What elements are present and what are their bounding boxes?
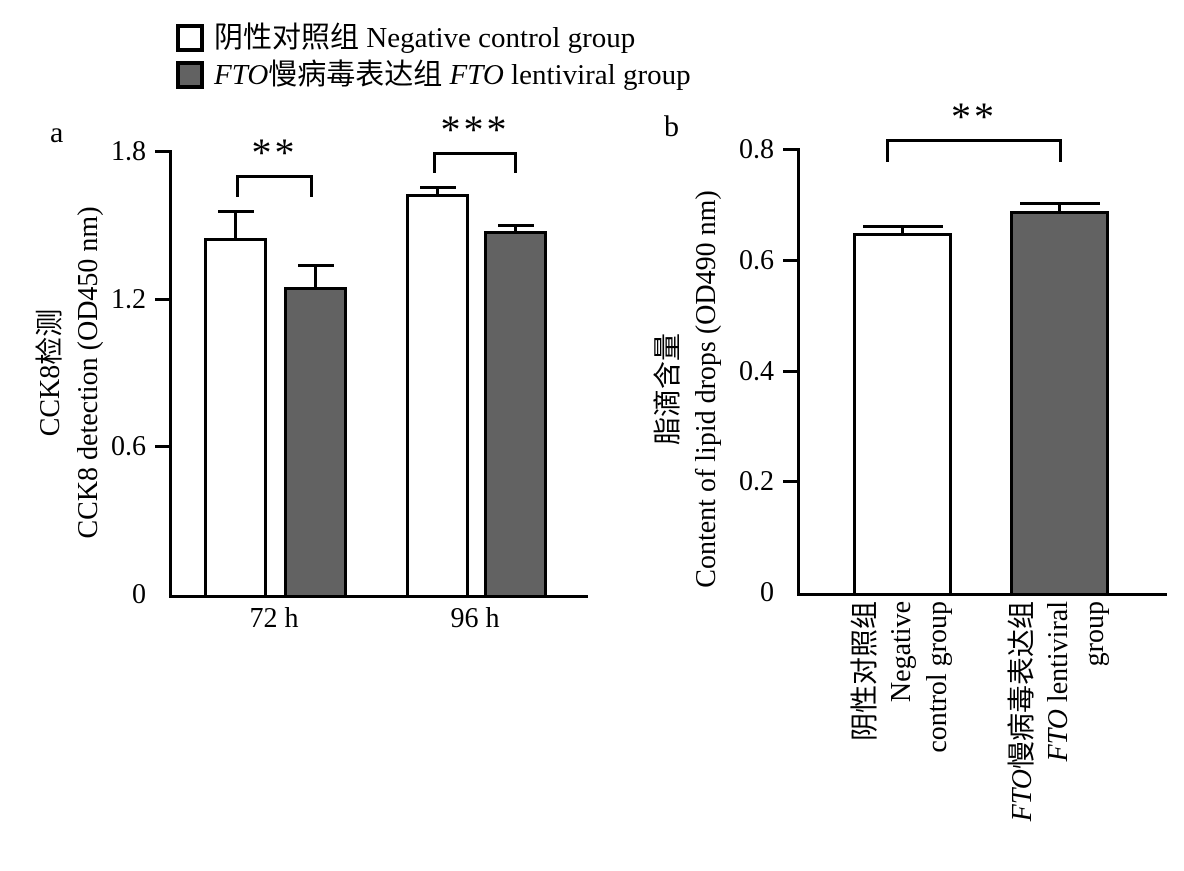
y-tick [155,298,169,301]
x-category-label-line: FTO lentiviral [1041,601,1077,869]
y-axis-label-line: CCK8 detection (OD450 nm) [73,206,104,539]
bar [853,233,952,596]
panel-a-y-axis-label: CCK8检测 CCK8 detection (OD450 nm) [32,115,108,630]
label-part: 阴性对照组 [850,601,881,742]
y-tick-label: 0.4 [739,356,774,387]
negative-control-swatch [176,24,204,52]
error-bar-cap [1019,202,1100,205]
italic-label-part: FTO [214,59,269,91]
y-tick [783,259,797,262]
label-part: 慢病毒表达组 [268,59,450,91]
y-axis-label-line: 脂滴含量 [653,333,684,446]
y-axis-label-line: Content of lipid drops (OD490 nm) [691,190,722,588]
bar [1010,211,1109,596]
label-part: 阴性对照组 Negative control group [214,22,636,54]
italic-label-part: FTO [1043,709,1074,762]
label-part: group [1079,601,1110,667]
bar [484,231,547,598]
error-bar-cap [297,264,334,267]
bar [406,194,469,598]
legend-label: 阴性对照组 Negative control group [214,20,635,56]
x-axis-line [797,593,1167,596]
significance-bracket [886,139,1062,142]
error-bar-stem [314,267,317,287]
panel-label-a: a [50,116,64,149]
x-category-label: 96 h [450,603,500,634]
significance-label: ** [251,130,298,175]
significance-bracket [433,152,517,155]
y-tick-label: 0.8 [739,134,774,165]
x-category-label-rotated: FTO慢病毒表达组 FTO lentiviral group [1005,601,1113,869]
x-category-label-line: Negative [884,601,920,869]
italic-label-part: FTO [1007,769,1038,822]
significance-bracket-leg [433,152,436,173]
significance-bracket-leg [310,175,313,197]
error-bar-cap [419,186,456,189]
significance-bracket-leg [236,175,239,197]
y-tick-label: 1.2 [111,284,146,315]
y-tick [783,370,797,373]
x-category-label-line: control group [920,601,956,869]
label-part: 慢病毒表达组 [1007,601,1038,770]
error-bar-stem [234,213,237,238]
y-axis-line [797,148,800,596]
significance-bracket [236,175,313,178]
label-part: lentiviral [1043,601,1074,710]
y-tick-label: 0.6 [111,431,146,462]
error-bar-stem [1058,205,1061,211]
y-tick [783,148,797,151]
x-category-label-rotated: 阴性对照组 Negative control group [848,601,956,869]
bar [204,238,267,598]
x-category-label-line: FTO慢病毒表达组 [1005,601,1041,869]
y-tick-label: 0.6 [739,245,774,276]
bar [284,287,347,598]
y-tick-label: 1.8 [111,136,146,167]
error-bar-stem [901,228,904,233]
significance-bracket-leg [1059,139,1062,162]
significance-label: ** [951,94,997,139]
error-bar-cap [217,210,254,213]
panel-label-b: b [664,110,679,143]
y-tick [783,480,797,483]
error-bar-stem [436,189,439,194]
error-bar-stem [514,227,517,231]
label-part: Negative [886,601,917,703]
error-bar-cap [497,224,534,227]
y-tick-label: 0 [132,579,146,610]
fto-lentiviral-swatch [176,61,204,89]
y-axis-line [169,150,172,598]
label-part: lentiviral group [503,59,691,91]
significance-bracket-leg [514,152,517,173]
x-category-label-line: 阴性对照组 [848,601,884,869]
x-axis-line [169,595,588,598]
panel-b-y-axis-label: 脂滴含量 Content of lipid drops (OD490 nm) [650,124,726,654]
x-category-label-line: group [1077,601,1113,869]
error-bar-cap [862,225,943,228]
y-tick-label: 0 [760,577,774,608]
legend-label: FTO慢病毒表达组 FTO lentiviral group [214,57,691,93]
italic-label-part: FTO [449,59,504,91]
significance-label: *** [440,107,510,152]
y-tick-label: 0.2 [739,466,774,497]
y-tick [155,150,169,153]
label-part: control group [922,601,953,753]
significance-bracket-leg [886,139,889,162]
y-axis-label-line: CCK8检测 [35,308,66,437]
x-category-label: 72 h [249,603,299,634]
y-tick [155,445,169,448]
